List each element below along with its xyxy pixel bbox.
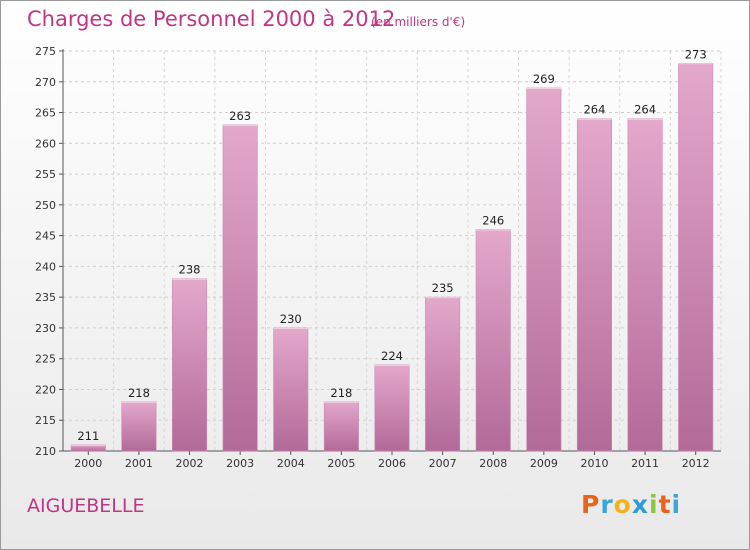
data-label: 211 — [77, 429, 99, 443]
bar — [273, 327, 309, 452]
chart-subtitle: (en milliers d'€) — [371, 15, 466, 29]
y-tick-label: 225 — [35, 353, 56, 366]
bar — [475, 229, 511, 452]
data-label: 218 — [330, 386, 352, 400]
logo-letter: i — [671, 490, 682, 519]
logo-letter: x — [631, 490, 649, 519]
y-tick-label: 250 — [35, 199, 56, 212]
logo-letter: t — [658, 490, 672, 519]
x-tick-label: 2009 — [530, 457, 558, 470]
proxiti-logo: Proxiti — [581, 490, 681, 519]
bar — [121, 401, 157, 452]
data-label: 264 — [583, 103, 605, 117]
x-tick-label: 2000 — [74, 457, 102, 470]
bar — [678, 63, 714, 452]
y-tick-label: 210 — [35, 445, 56, 458]
x-tick-label: 2010 — [580, 457, 608, 470]
bar — [222, 124, 258, 452]
data-label: 246 — [482, 213, 504, 227]
y-tick-label: 270 — [35, 76, 56, 89]
data-label: 218 — [128, 386, 150, 400]
x-tick-label: 2007 — [429, 457, 457, 470]
axes: 210 215 220 225 230 235 240 245 250 255 260 265 270 2… — [35, 45, 721, 470]
commune-name: AIGUEBELLE — [27, 495, 145, 517]
chart-title: Charges de Personnel 2000 à 2012 — [27, 7, 396, 31]
y-tick-label: 235 — [35, 291, 56, 304]
data-label: 264 — [634, 103, 656, 117]
bars — [70, 63, 714, 452]
bar — [576, 118, 612, 452]
y-tick-label: 245 — [35, 230, 56, 243]
data-label: 273 — [685, 47, 707, 61]
logo-letter: i — [649, 490, 659, 519]
bar — [425, 296, 461, 452]
logo-letter: P — [581, 490, 601, 519]
y-tick-label: 265 — [35, 107, 56, 120]
x-tick-label: 2008 — [479, 457, 507, 470]
x-tick-label: 2001 — [125, 457, 153, 470]
x-tick-label: 2002 — [176, 457, 204, 470]
x-tick-label: 2006 — [378, 457, 406, 470]
logo-letter: r — [600, 490, 614, 519]
bar — [627, 118, 663, 452]
bar — [323, 401, 359, 452]
y-tick-label: 230 — [35, 322, 56, 335]
data-label: 263 — [229, 109, 251, 123]
y-tick-label: 275 — [35, 45, 56, 58]
data-label: 224 — [381, 349, 403, 363]
x-tick-label: 2003 — [226, 457, 254, 470]
y-tick-label: 215 — [35, 414, 56, 427]
x-tick-label: 2005 — [327, 457, 355, 470]
y-tick-label: 255 — [35, 168, 56, 181]
x-tick-label: 2004 — [277, 457, 305, 470]
data-label: 230 — [280, 312, 302, 326]
logo-letter: o — [613, 490, 632, 519]
bar — [526, 87, 562, 452]
x-tick-label: 2011 — [631, 457, 659, 470]
bar — [374, 364, 410, 452]
value-labels: 211 218 238 263 230 218 224 235 246 269 264 264 273 — [77, 47, 706, 443]
data-label: 269 — [533, 72, 555, 86]
data-label: 238 — [179, 263, 201, 277]
data-label: 235 — [432, 281, 454, 295]
y-tick-label: 260 — [35, 137, 56, 150]
y-tick-label: 240 — [35, 260, 56, 273]
y-tick-label: 220 — [35, 383, 56, 396]
bar — [172, 278, 208, 452]
x-tick-label: 2012 — [682, 457, 710, 470]
